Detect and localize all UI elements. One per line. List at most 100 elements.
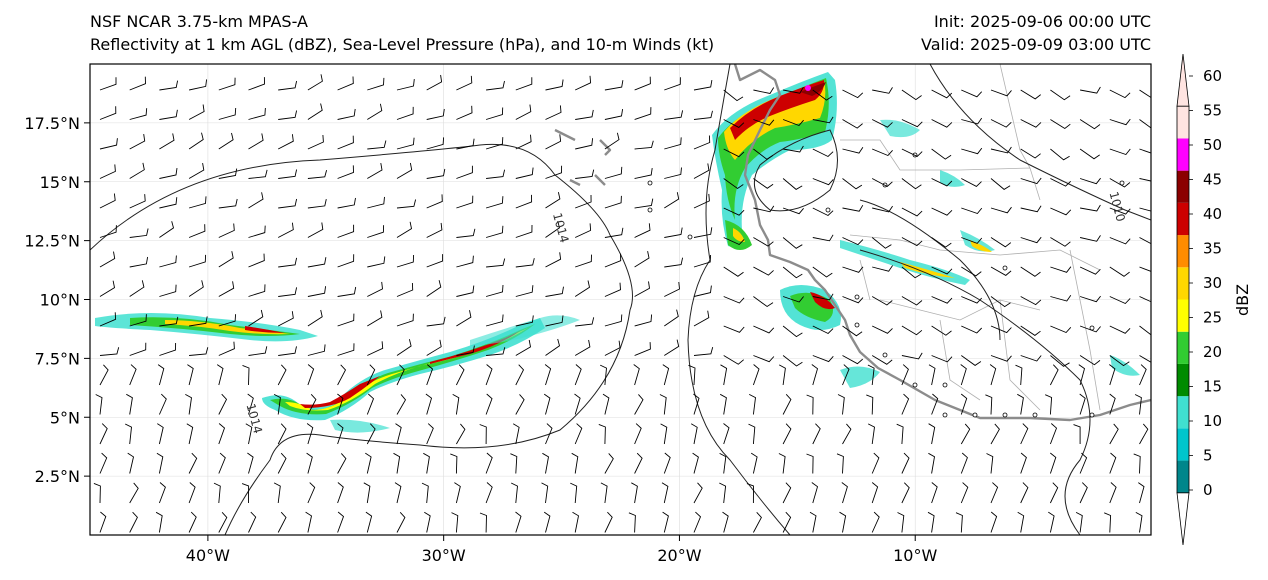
wind-barb xyxy=(426,364,434,386)
wind-barb xyxy=(1050,148,1070,161)
wind-barb xyxy=(693,227,713,238)
wind-barb xyxy=(396,162,413,179)
wind-barb xyxy=(931,482,938,504)
wind-barb xyxy=(1109,237,1131,245)
wind-barb xyxy=(778,453,786,474)
wind-barb xyxy=(812,116,834,124)
wind-barb xyxy=(753,178,774,189)
wind-barb xyxy=(809,511,817,533)
wind-barb xyxy=(426,108,445,120)
wind-barb xyxy=(511,482,518,504)
colorbar-tick-label: 45 xyxy=(1203,171,1222,189)
wind-barb xyxy=(574,423,583,445)
wind-barb xyxy=(664,281,680,297)
wind-barb xyxy=(1020,296,1042,306)
wind-barb xyxy=(1020,325,1041,336)
wind-barb xyxy=(515,167,534,179)
wind-barb xyxy=(248,169,268,179)
wind-barb xyxy=(842,364,850,386)
wind-barb xyxy=(545,252,562,268)
colorbar-bin xyxy=(1177,363,1189,397)
wind-barb xyxy=(812,178,834,186)
wind-barb xyxy=(218,77,236,91)
wind-barb xyxy=(634,251,650,268)
wind-barb xyxy=(723,423,730,445)
wind-barb xyxy=(277,311,294,327)
wind-barb xyxy=(693,80,713,91)
wind-barb xyxy=(337,165,354,179)
wind-barb xyxy=(574,280,591,297)
wind-barb xyxy=(693,346,714,356)
wind-barb xyxy=(1020,148,1041,159)
lat-tick-label: 12.5°N xyxy=(24,232,80,251)
wind-barb xyxy=(218,168,238,179)
wind-barb xyxy=(1049,452,1057,474)
wind-barb xyxy=(960,364,967,386)
wind-barb xyxy=(485,482,493,504)
wind-barb xyxy=(396,339,412,356)
wind-barb xyxy=(277,222,294,238)
wind-barb xyxy=(1020,452,1027,474)
wind-barb xyxy=(753,148,774,160)
wind-barb xyxy=(396,511,406,533)
wind-barb xyxy=(456,345,475,356)
wind-barb xyxy=(1104,512,1112,533)
wind-barb xyxy=(782,266,803,279)
wind-barb xyxy=(1109,266,1130,277)
wind-barb xyxy=(218,393,228,415)
wind-barb xyxy=(693,482,703,504)
wind-barb xyxy=(604,195,622,209)
wind-barb xyxy=(961,237,983,244)
wind-barb xyxy=(188,254,207,268)
wind-barb xyxy=(545,286,564,297)
wind-barb xyxy=(723,89,744,102)
wind-barb xyxy=(693,285,712,297)
wind-barb xyxy=(305,511,313,533)
wind-barb xyxy=(426,316,446,327)
wind-barb xyxy=(961,355,982,366)
wind-barb xyxy=(452,394,460,415)
wind-barb xyxy=(367,256,386,268)
wind-barb xyxy=(485,314,504,327)
wind-barb xyxy=(901,364,909,386)
wind-barb xyxy=(456,255,474,268)
wind-barb xyxy=(931,207,953,216)
wind-barb xyxy=(366,393,375,415)
wind-barb xyxy=(278,257,298,268)
wind-barb xyxy=(628,512,636,533)
wind-barb xyxy=(510,453,518,474)
wind-barb xyxy=(811,364,819,386)
colorbar-bin xyxy=(1177,299,1189,332)
colorbar-extend-low xyxy=(1176,492,1190,546)
wind-barb xyxy=(1049,423,1058,445)
wind-barb xyxy=(396,282,414,297)
wind-barb xyxy=(901,266,922,279)
wind-barb xyxy=(1050,325,1072,334)
wind-barb xyxy=(486,258,506,268)
wind-barb xyxy=(456,310,472,327)
wind-barb xyxy=(602,393,610,415)
wind-barb xyxy=(692,452,699,474)
wind-barb xyxy=(931,296,953,304)
wind-barb xyxy=(719,453,727,474)
wind-barb xyxy=(634,140,654,150)
wind-barb xyxy=(426,280,442,297)
wind-barb xyxy=(337,108,356,120)
wind-barb xyxy=(664,227,683,238)
wind-barb xyxy=(1139,355,1151,363)
wind-barb xyxy=(871,482,879,504)
wind-barb xyxy=(367,225,385,238)
wind-barb xyxy=(1139,237,1151,245)
wind-barb xyxy=(188,104,205,120)
wind-barb xyxy=(188,196,207,209)
wind-barb xyxy=(1135,512,1143,533)
lon-tick-label: 40°W xyxy=(186,546,230,565)
wind-barb xyxy=(394,482,402,504)
wind-barb xyxy=(782,178,803,190)
wind-barb xyxy=(662,511,669,533)
wind-barb xyxy=(543,511,551,533)
colorbar-tick-label: 40 xyxy=(1203,205,1222,223)
wind-barb xyxy=(1109,452,1117,474)
wind-barb xyxy=(158,393,167,415)
wind-barb xyxy=(1139,325,1151,336)
